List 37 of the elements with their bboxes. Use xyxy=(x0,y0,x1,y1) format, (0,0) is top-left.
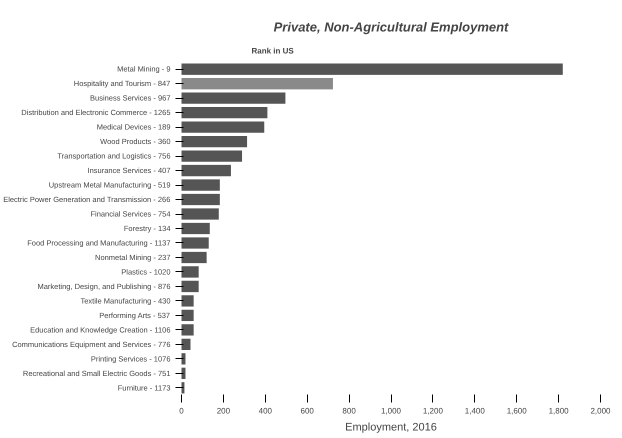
bar xyxy=(182,295,194,307)
bar xyxy=(182,338,191,350)
x-tick-label: 1,200 xyxy=(422,406,444,416)
bar xyxy=(182,136,248,148)
x-axis-title: Employment, 2016 xyxy=(345,422,437,434)
bar xyxy=(182,280,199,292)
bar xyxy=(182,353,186,364)
bar xyxy=(182,266,199,278)
bar xyxy=(182,237,209,249)
chart-title: Private, Non-Agricultural Employment xyxy=(274,20,510,34)
bar xyxy=(182,222,210,234)
bar xyxy=(182,324,194,336)
bar xyxy=(182,194,220,206)
bar xyxy=(182,106,268,118)
bar xyxy=(182,252,207,264)
x-tick-label: 1,400 xyxy=(464,406,486,416)
bar xyxy=(182,121,264,133)
bar xyxy=(182,310,194,322)
bar xyxy=(182,179,220,191)
text: Rank in US xyxy=(252,46,294,56)
bar xyxy=(182,150,242,162)
x-tick-label: 600 xyxy=(300,406,314,416)
x-tick-label: 800 xyxy=(342,406,356,416)
bar xyxy=(182,164,231,176)
bar xyxy=(182,92,286,104)
x-tick-label: 1,000 xyxy=(380,406,402,416)
x-tick-label: 200 xyxy=(216,406,231,416)
x-tick-label: 2,000 xyxy=(590,406,612,416)
bar xyxy=(182,64,563,75)
x-tick-label: 0 xyxy=(179,406,184,416)
x-tick-label: 1,800 xyxy=(548,406,570,416)
x-tick-label: 1,600 xyxy=(506,406,528,416)
bar xyxy=(182,382,184,394)
bar xyxy=(182,78,333,90)
bar xyxy=(182,368,186,379)
x-tick-label: 400 xyxy=(258,406,273,416)
bar xyxy=(182,208,219,220)
